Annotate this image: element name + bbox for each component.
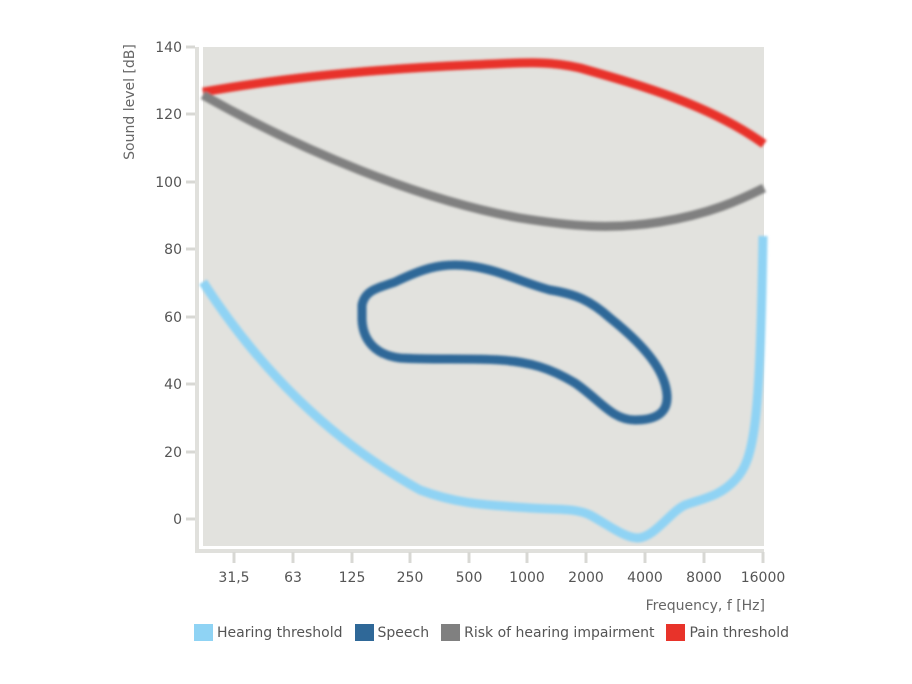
y-tick-label: 40 bbox=[164, 377, 182, 393]
x-tick-label: 500 bbox=[456, 570, 483, 586]
y-ticks bbox=[186, 45, 195, 521]
x-tick-label: 4000 bbox=[627, 570, 663, 586]
y-tick-label: 100 bbox=[155, 175, 182, 191]
x-axis-title: Frequency, f [Hz] bbox=[646, 598, 765, 614]
legend-item-risk-of-hearing-impairment: Risk of hearing impairment bbox=[441, 624, 654, 641]
legend: Hearing threshold Speech Risk of hearing… bbox=[194, 624, 801, 641]
legend-swatch-icon bbox=[194, 624, 213, 641]
x-tick-label: 250 bbox=[397, 570, 424, 586]
legend-item-pain-threshold: Pain threshold bbox=[666, 624, 789, 641]
x-tick-label: 2000 bbox=[568, 570, 604, 586]
y-tick-label: 0 bbox=[173, 512, 182, 528]
legend-label: Hearing threshold bbox=[217, 624, 343, 641]
legend-swatch-icon bbox=[354, 624, 374, 641]
y-axis-title: Sound level [dB] bbox=[122, 44, 138, 160]
series-speech bbox=[357, 260, 672, 425]
x-tick-label: 125 bbox=[339, 570, 366, 586]
legend-label: Risk of hearing impairment bbox=[464, 624, 655, 641]
plot-area bbox=[203, 47, 764, 546]
x-tick-label: 1000 bbox=[509, 570, 545, 586]
x-tick-label: 8000 bbox=[686, 570, 722, 586]
legend-label: Speech bbox=[377, 624, 430, 641]
x-tick-label: 31,5 bbox=[218, 570, 249, 586]
y-tick-label: 60 bbox=[164, 310, 182, 326]
legend-label: Pain threshold bbox=[689, 624, 789, 641]
series-pain-threshold bbox=[202, 58, 767, 148]
x-tick-label: 16000 bbox=[741, 570, 786, 586]
x-tick-labels: 31,5 63 125 250 500 1000 2000 4000 8000 … bbox=[218, 570, 785, 586]
legend-swatch-icon bbox=[666, 624, 686, 641]
y-tick-label: 80 bbox=[164, 242, 182, 258]
legend-item-speech: Speech bbox=[354, 624, 430, 641]
y-tick-labels: 140 120 100 80 60 40 20 0 bbox=[155, 40, 182, 528]
y-tick-label: 120 bbox=[155, 107, 182, 123]
series-hearing-threshold bbox=[199, 235, 768, 543]
x-tick-label: 63 bbox=[284, 570, 302, 586]
series-risk-of-hearing-impairment bbox=[200, 91, 767, 231]
x-ticks bbox=[232, 552, 765, 563]
y-tick-label: 20 bbox=[164, 445, 182, 461]
y-tick-label: 140 bbox=[155, 40, 182, 56]
legend-swatch-icon bbox=[441, 624, 461, 641]
legend-item-hearing-threshold: Hearing threshold bbox=[194, 624, 343, 641]
